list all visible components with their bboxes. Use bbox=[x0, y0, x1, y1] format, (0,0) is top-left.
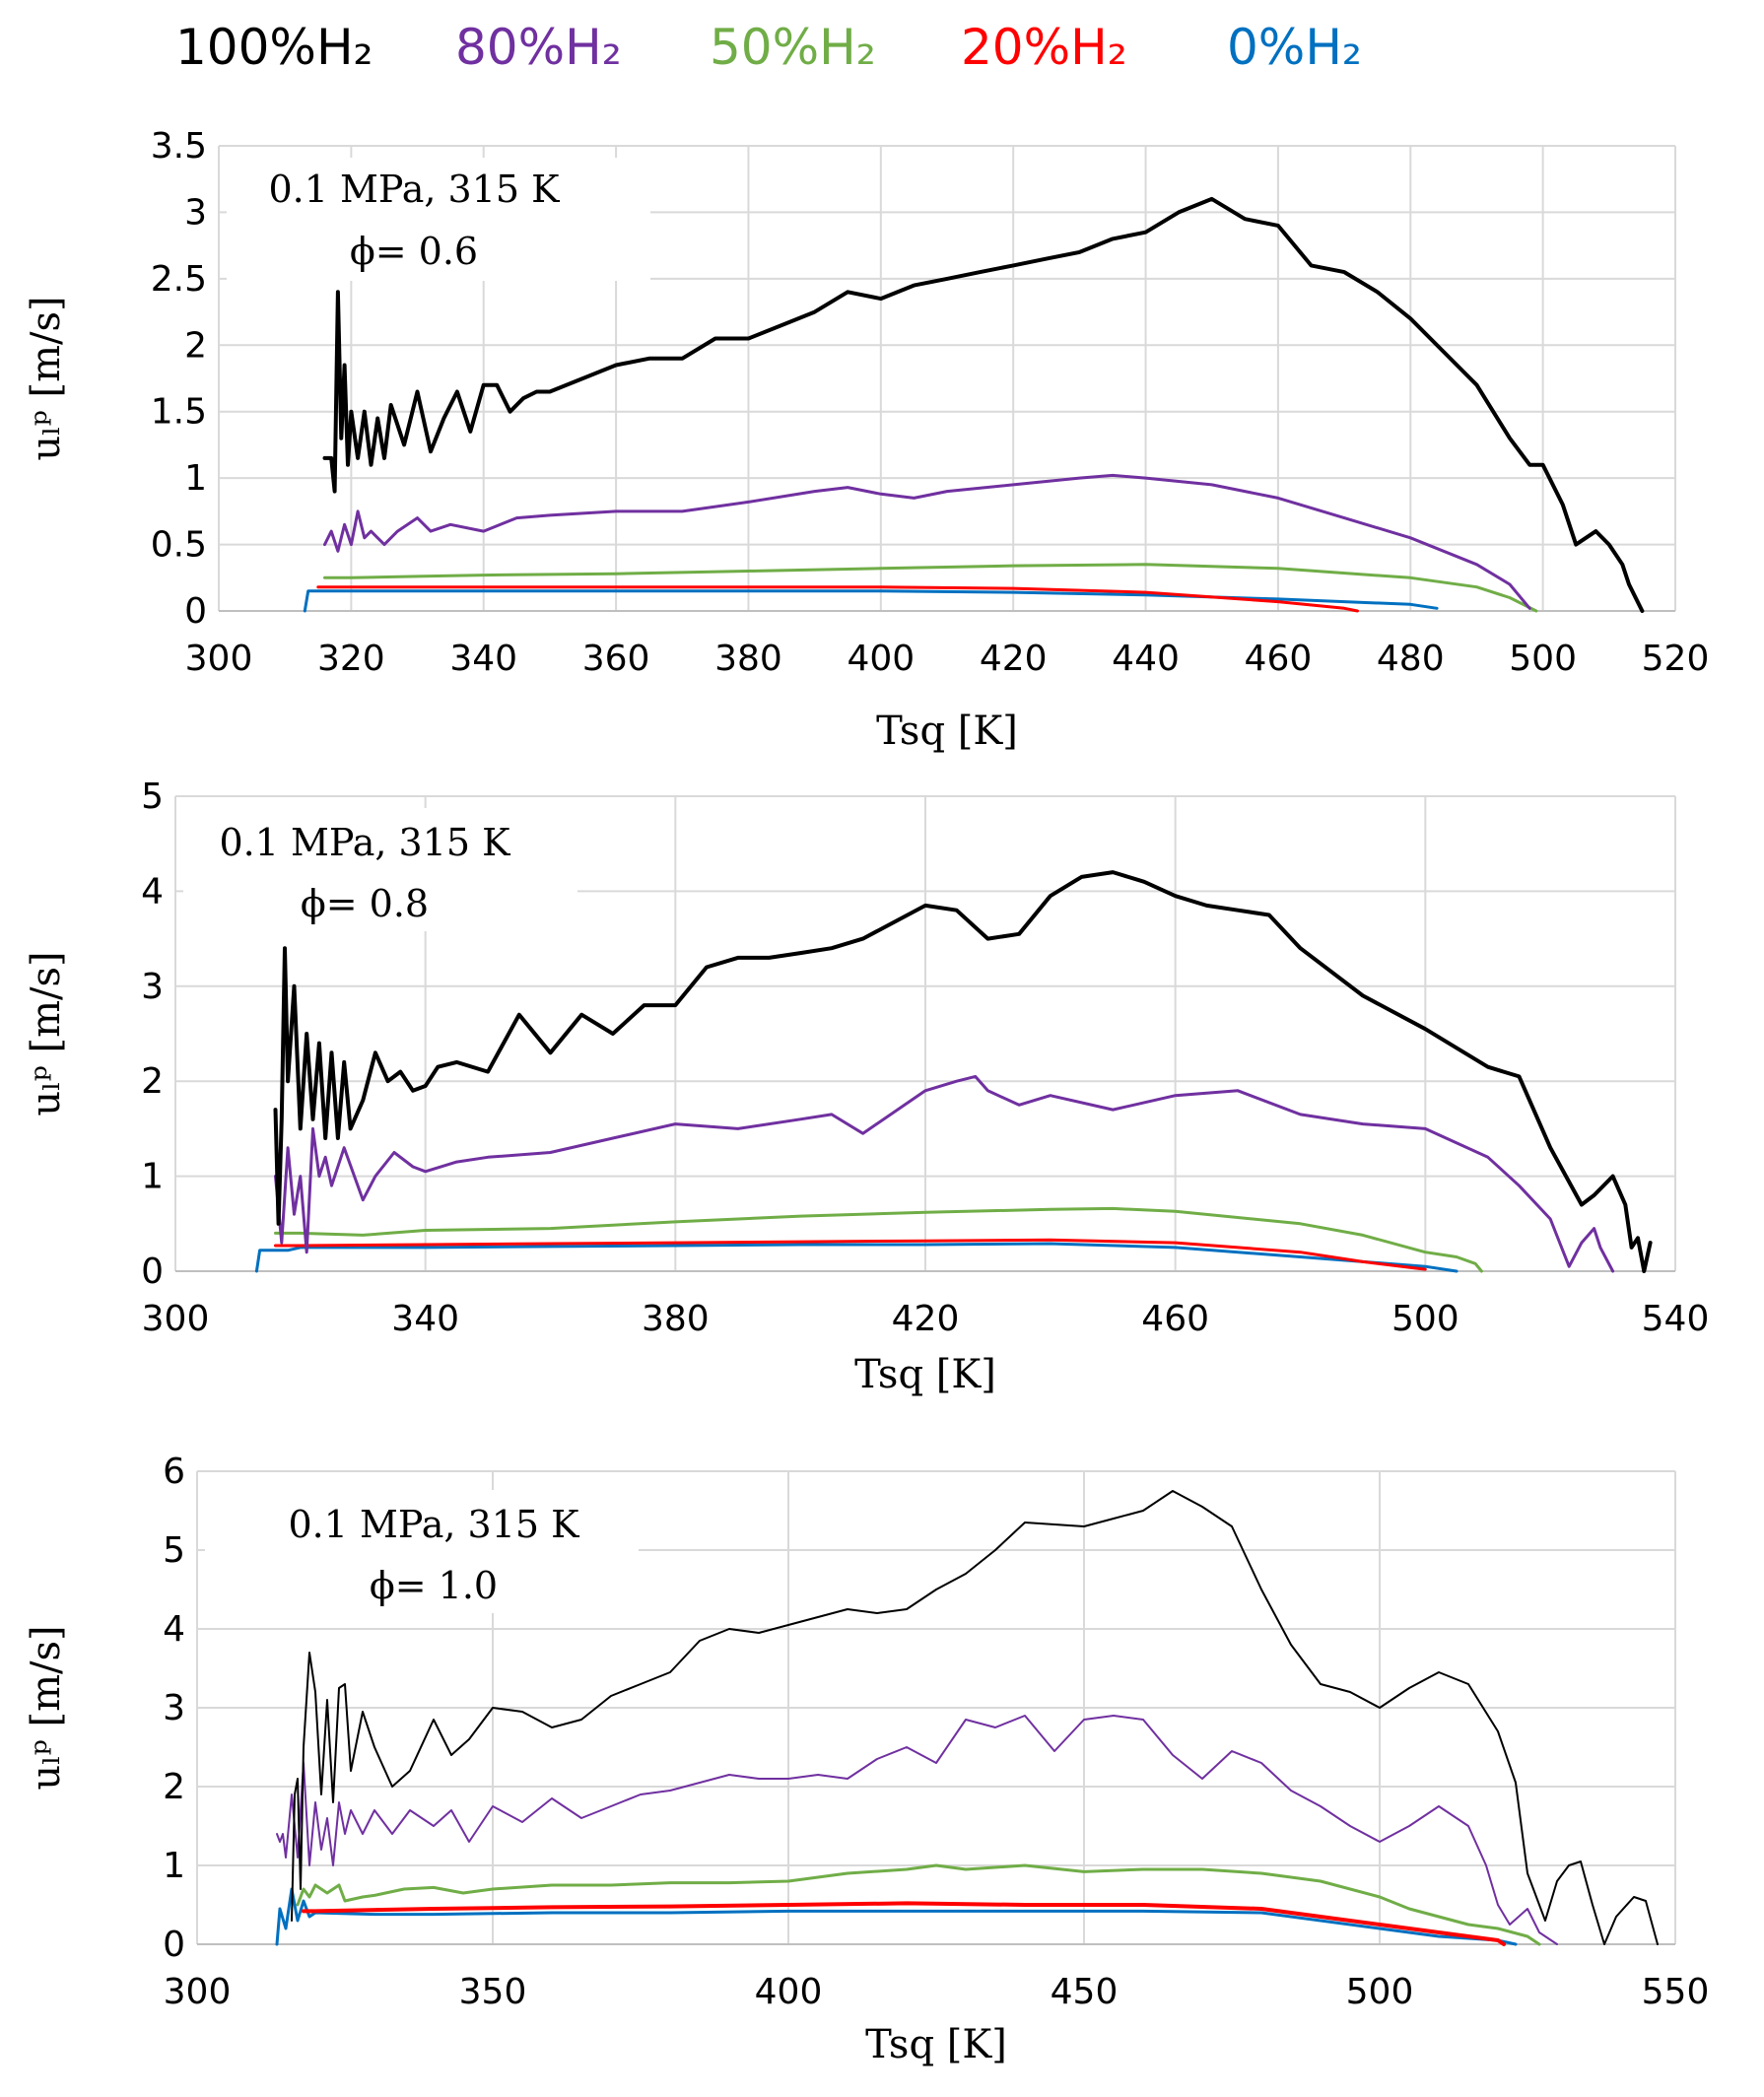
annotation-box bbox=[227, 158, 650, 281]
chart-panel-phi-0-8: 0 1 2 3 4 5 300 340 380 420 460 500 540 Tsq [K] uₗᵖ [m… bbox=[24, 777, 1710, 1397]
y-tick-label: 1 bbox=[184, 458, 207, 499]
annotation-text: ϕ= 0.6 bbox=[350, 230, 478, 273]
x-tick-label: 360 bbox=[582, 639, 650, 679]
series-line-80h2 bbox=[323, 473, 1531, 610]
annotation-box bbox=[183, 808, 577, 931]
x-axis-label: Tsq [K] bbox=[876, 709, 1018, 754]
chart-panel-phi-0-6: 0 0.5 1 1.5 2 2.5 3 3.5 300 320 340 360 380 400 420 440… bbox=[24, 126, 1710, 754]
x-tick-label: 320 bbox=[317, 639, 385, 679]
x-tick-label: 540 bbox=[1642, 1299, 1710, 1339]
y-tick-label: 1 bbox=[141, 1157, 164, 1197]
series-line-100h2 bbox=[322, 196, 1645, 613]
y-tick-label: 6 bbox=[163, 1452, 185, 1492]
legend-item-80h2: 80%H₂ bbox=[455, 19, 622, 76]
legend-item-50h2: 50%H₂ bbox=[710, 19, 876, 76]
y-axis-label: uₗᵖ [m/s] bbox=[24, 1625, 69, 1790]
x-tick-label: 500 bbox=[1509, 639, 1577, 679]
y-tick-label: 3 bbox=[141, 967, 164, 1007]
x-tick-label: 520 bbox=[1642, 639, 1710, 679]
y-tick-label: 2 bbox=[141, 1061, 164, 1102]
x-tick-label: 340 bbox=[449, 639, 517, 679]
y-axis-label: uₗᵖ [m/s] bbox=[24, 296, 69, 460]
x-tick-label: 550 bbox=[1642, 1972, 1710, 2012]
x-tick-label: 440 bbox=[1112, 639, 1180, 679]
x-tick-label: 300 bbox=[164, 1972, 232, 2012]
legend-item-0h2: 0%H₂ bbox=[1227, 19, 1362, 76]
y-tick-label: 2.5 bbox=[151, 259, 207, 300]
y-tick-label: 0 bbox=[163, 1925, 185, 1965]
x-tick-label: 460 bbox=[1141, 1299, 1209, 1339]
y-tick-label: 4 bbox=[141, 871, 164, 912]
legend: 100%H₂ 80%H₂ 50%H₂ 20%H₂ 0%H₂ bbox=[0, 0, 1764, 89]
y-tick-label: 0.5 bbox=[151, 525, 207, 566]
series-line-100h2 bbox=[273, 870, 1653, 1273]
series-line-20h2 bbox=[302, 1901, 1506, 1946]
x-tick-label: 480 bbox=[1377, 639, 1445, 679]
y-tick-label: 3.5 bbox=[151, 126, 207, 167]
x-tick-label: 500 bbox=[1391, 1299, 1459, 1339]
y-tick-label: 3 bbox=[184, 192, 207, 233]
series-line-80h2 bbox=[274, 1074, 1615, 1273]
x-tick-label: 340 bbox=[391, 1299, 459, 1339]
chart-panel-phi-1-0: 0 1 2 3 4 5 6 300 350 400 450 500 550 Tsq [K] uₗᵖ [m/s… bbox=[24, 1452, 1710, 2067]
y-tick-label: 5 bbox=[163, 1530, 185, 1571]
x-tick-label: 460 bbox=[1245, 639, 1313, 679]
y-tick-label: 0 bbox=[184, 591, 207, 632]
annotation-box bbox=[205, 1490, 639, 1613]
annotation-text: ϕ= 0.8 bbox=[301, 882, 429, 925]
series-line-80h2 bbox=[276, 1715, 1558, 1945]
series-line-20h2 bbox=[274, 1238, 1427, 1271]
y-tick-label: 5 bbox=[141, 777, 164, 817]
y-tick-label: 0 bbox=[141, 1251, 164, 1292]
x-tick-label: 420 bbox=[892, 1299, 960, 1339]
y-tick-label: 3 bbox=[163, 1688, 185, 1728]
x-tick-label: 500 bbox=[1346, 1972, 1414, 2012]
series-line-50h2 bbox=[296, 1863, 1541, 1946]
x-axis-label: Tsq [K] bbox=[865, 2022, 1007, 2067]
annotation-text: 0.1 MPa, 315 K bbox=[219, 821, 510, 864]
series-line-0h2 bbox=[275, 1887, 1518, 1946]
legend-item-100h2: 100%H₂ bbox=[175, 19, 373, 76]
series-line-50h2 bbox=[274, 1206, 1483, 1273]
annotation-text: 0.1 MPa, 315 K bbox=[288, 1503, 579, 1546]
series-line-50h2 bbox=[323, 563, 1538, 613]
series-line-20h2 bbox=[316, 585, 1359, 613]
annotation-text: 0.1 MPa, 315 K bbox=[268, 168, 560, 211]
y-tick-label: 1.5 bbox=[151, 392, 207, 433]
x-tick-label: 380 bbox=[642, 1299, 710, 1339]
annotation-text: ϕ= 1.0 bbox=[370, 1564, 498, 1607]
x-axis-label: Tsq [K] bbox=[854, 1352, 996, 1397]
y-tick-label: 2 bbox=[184, 325, 207, 366]
x-tick-label: 380 bbox=[714, 639, 782, 679]
x-tick-label: 300 bbox=[142, 1299, 210, 1339]
series-line-0h2 bbox=[254, 1242, 1459, 1273]
y-tick-label: 1 bbox=[163, 1846, 185, 1886]
y-tick-label: 2 bbox=[163, 1767, 185, 1807]
y-axis-label: uₗᵖ [m/s] bbox=[24, 951, 69, 1116]
x-tick-label: 300 bbox=[185, 639, 253, 679]
x-tick-label: 400 bbox=[847, 639, 915, 679]
y-tick-label: 4 bbox=[163, 1609, 185, 1650]
legend-item-20h2: 20%H₂ bbox=[961, 19, 1127, 76]
x-tick-label: 350 bbox=[459, 1972, 527, 2012]
x-tick-label: 450 bbox=[1051, 1972, 1119, 2012]
x-tick-label: 400 bbox=[755, 1972, 823, 2012]
series-line-0h2 bbox=[303, 589, 1439, 613]
x-tick-label: 420 bbox=[980, 639, 1048, 679]
series-line-100h2 bbox=[291, 1490, 1659, 1945]
